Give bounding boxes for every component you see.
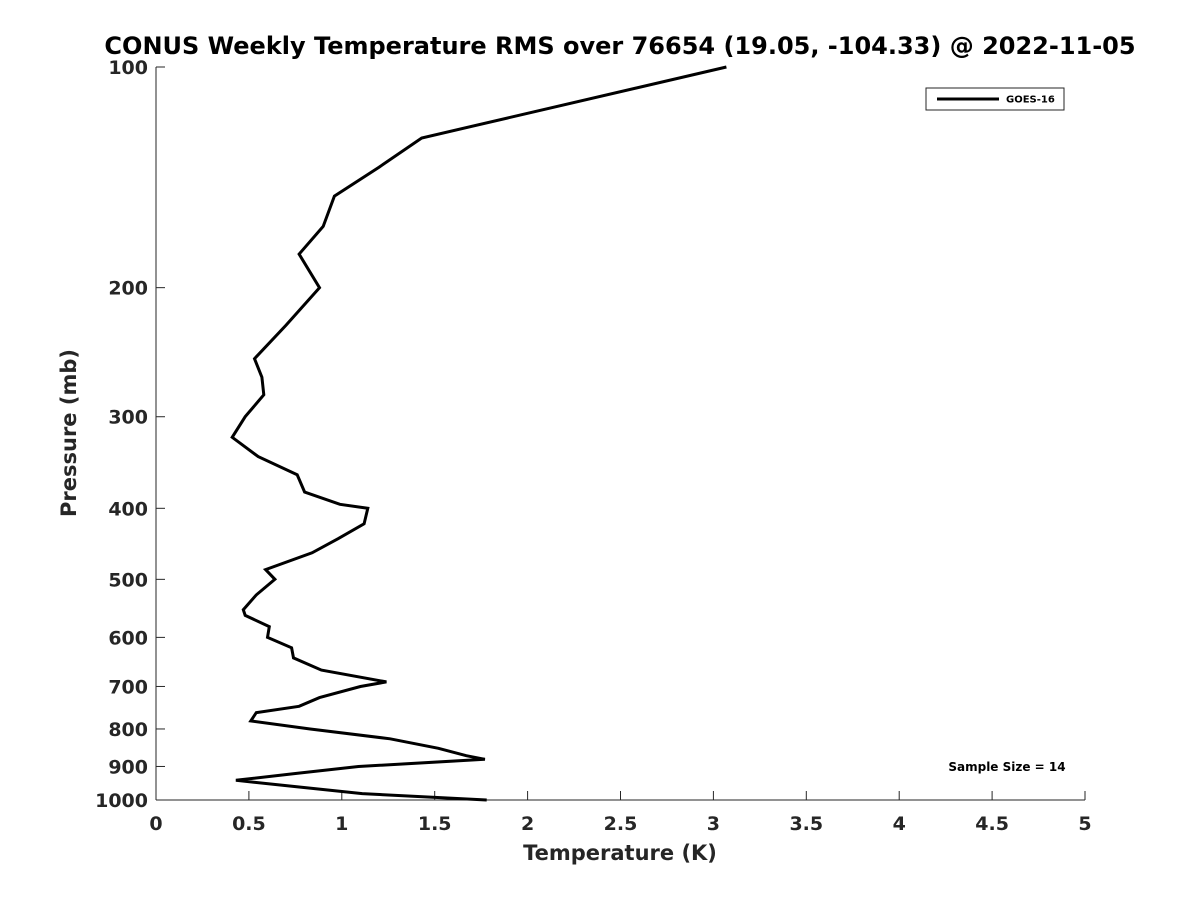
x-tick-label: 4: [893, 813, 906, 835]
legend-label: GOES-16: [1006, 95, 1055, 106]
x-tick-label: 3.5: [789, 813, 823, 835]
y-tick-label: 600: [108, 627, 148, 649]
legend: GOES-16: [925, 87, 1065, 111]
y-tick-label: 100: [108, 57, 148, 79]
x-axis-label: Temperature (K): [523, 841, 717, 865]
y-tick-label: 1000: [95, 790, 148, 812]
series-layer: [230, 65, 727, 802]
y-tick-label: 300: [108, 407, 148, 429]
x-tick-label: 2.5: [604, 813, 638, 835]
y-tick-label: 700: [108, 676, 148, 698]
y-tick-label: 800: [108, 719, 148, 741]
y-tick-label: 900: [108, 756, 148, 778]
x-tick-label: 5: [1078, 813, 1091, 835]
x-tick-label: 4.5: [975, 813, 1009, 835]
series-line-goes-16: [230, 65, 727, 802]
x-tick-label: 0.5: [232, 813, 266, 835]
y-tick-label: 500: [108, 569, 148, 591]
x-tick-label: 2: [521, 813, 534, 835]
x-tick-label: 1.5: [418, 813, 452, 835]
sample-size-annotation: Sample Size = 14: [948, 760, 1065, 774]
chart-title: CONUS Weekly Temperature RMS over 76654 …: [104, 32, 1135, 60]
y-tick-label: 200: [108, 278, 148, 300]
x-tick-label: 1: [335, 813, 348, 835]
y-tick-label: 400: [108, 498, 148, 520]
x-tick-label: 0: [149, 813, 162, 835]
plot-area: 0 0.5 1 1.5 2 2.5 3 3.5 4 4.5 5 100 200 300 400 500 600 7…: [95, 57, 1092, 835]
y-axis-label: Pressure (mb): [57, 349, 81, 517]
x-tick-label: 3: [707, 813, 720, 835]
